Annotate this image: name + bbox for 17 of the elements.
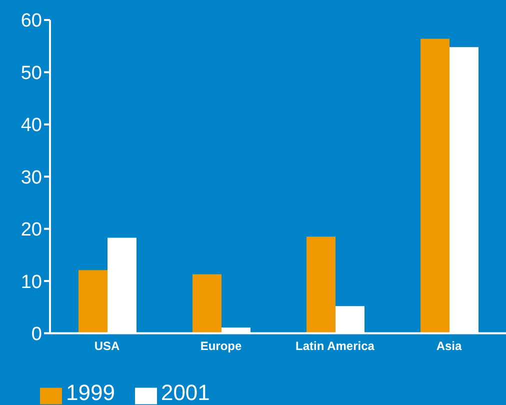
y-tick-label: 60 (20, 10, 42, 32)
bar (78, 270, 108, 334)
y-tick-label: 50 (20, 62, 42, 84)
y-tick-label: 0 (31, 324, 42, 345)
y-tick-label: 40 (20, 115, 42, 136)
x-tick-label: Europe (200, 338, 242, 353)
y-tick-label: 10 (20, 272, 42, 293)
y-tick-label: 20 (20, 220, 42, 241)
x-tick-label: Asia (436, 338, 462, 353)
legend-label: 1999 (66, 380, 115, 405)
x-tick-label: Latin America (296, 338, 375, 353)
bar (192, 274, 222, 334)
bar (306, 236, 336, 334)
x-tick-label: USA (94, 338, 120, 353)
legend-label: 2001 (160, 380, 210, 405)
bar (420, 38, 450, 334)
y-tick-label: 30 (20, 167, 42, 188)
